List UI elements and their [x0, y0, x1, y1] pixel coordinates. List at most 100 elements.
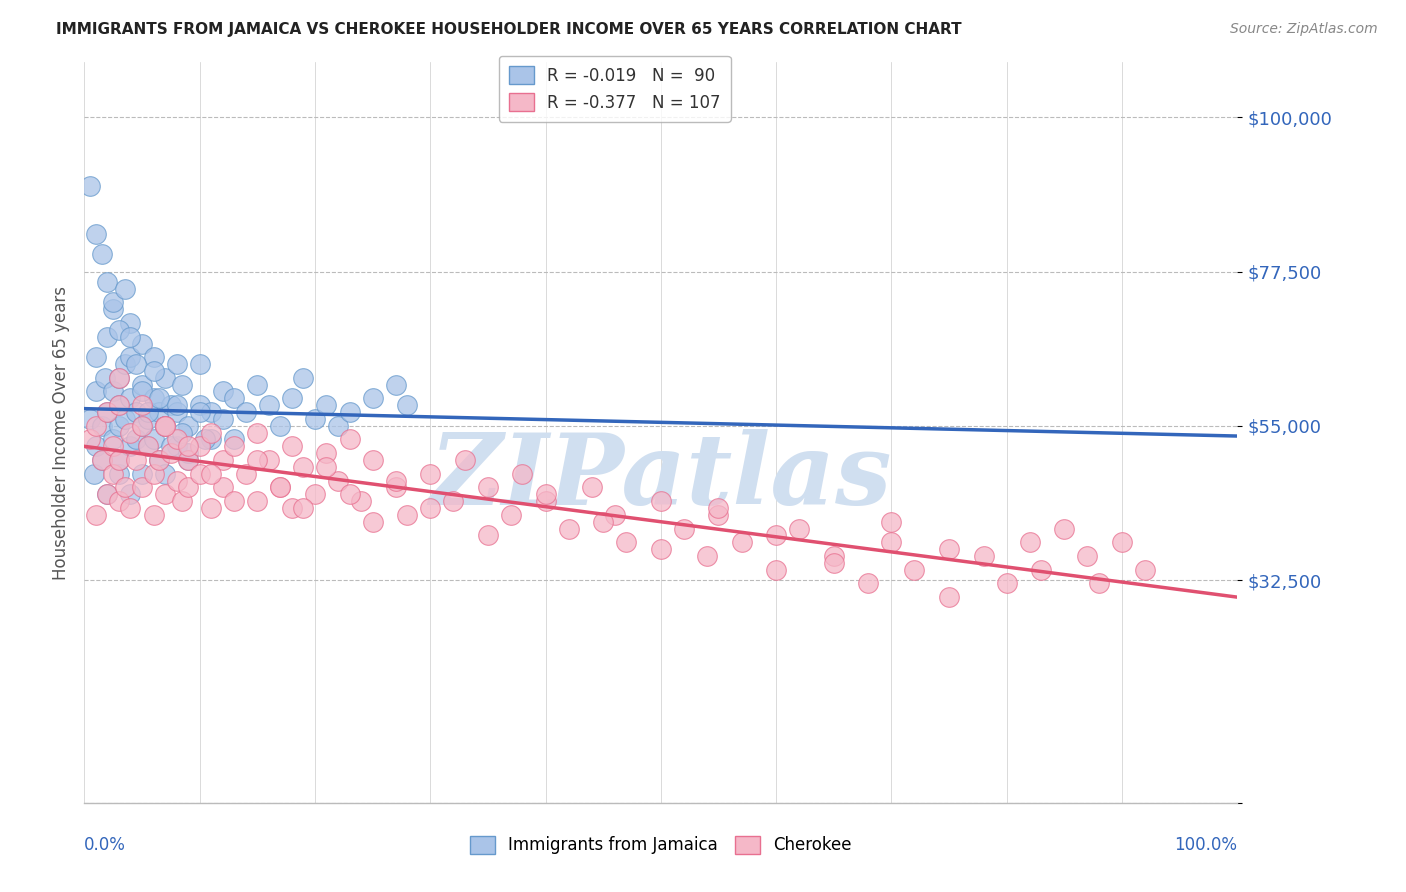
Point	[153, 418, 176, 433]
Point	[477, 480, 499, 494]
Point	[160, 398, 183, 412]
Point	[246, 494, 269, 508]
Point	[125, 405, 148, 419]
Point	[103, 295, 124, 310]
Point	[131, 398, 153, 412]
Point	[142, 350, 165, 364]
Point	[765, 563, 787, 577]
Point	[142, 467, 165, 481]
Point	[120, 392, 142, 406]
Point	[315, 446, 337, 460]
Point	[304, 487, 326, 501]
Point	[200, 433, 222, 447]
Point	[136, 412, 159, 426]
Point	[281, 392, 304, 406]
Point	[512, 467, 534, 481]
Point	[235, 467, 257, 481]
Point	[823, 549, 845, 563]
Point	[103, 467, 124, 481]
Point	[84, 508, 107, 522]
Point	[938, 542, 960, 557]
Point	[108, 398, 131, 412]
Point	[384, 377, 406, 392]
Point	[136, 405, 159, 419]
Point	[281, 439, 304, 453]
Point	[188, 398, 211, 412]
Point	[131, 418, 153, 433]
Point	[499, 508, 522, 522]
Point	[177, 453, 200, 467]
Point	[177, 439, 200, 453]
Point	[696, 549, 718, 563]
Point	[83, 467, 105, 481]
Point	[166, 439, 188, 453]
Point	[131, 467, 153, 481]
Point	[131, 418, 153, 433]
Point	[235, 405, 257, 419]
Point	[211, 453, 233, 467]
Point	[269, 480, 291, 494]
Point	[90, 453, 112, 467]
Point	[142, 392, 165, 406]
Point	[858, 576, 880, 591]
Point	[103, 433, 124, 447]
Point	[108, 453, 131, 467]
Text: IMMIGRANTS FROM JAMAICA VS CHEROKEE HOUSEHOLDER INCOME OVER 65 YEARS CORRELATION: IMMIGRANTS FROM JAMAICA VS CHEROKEE HOUS…	[56, 22, 962, 37]
Point	[177, 418, 200, 433]
Point	[108, 398, 131, 412]
Legend: Immigrants from Jamaica, Cherokee: Immigrants from Jamaica, Cherokee	[464, 829, 858, 861]
Point	[765, 528, 787, 542]
Point	[603, 508, 626, 522]
Point	[224, 439, 246, 453]
Point	[90, 247, 112, 261]
Point	[120, 350, 142, 364]
Point	[880, 535, 903, 549]
Point	[153, 467, 176, 481]
Point	[614, 535, 637, 549]
Point	[188, 357, 211, 371]
Point	[84, 439, 107, 453]
Point	[172, 494, 194, 508]
Point	[361, 453, 384, 467]
Point	[1088, 576, 1111, 591]
Point	[120, 487, 142, 501]
Point	[166, 405, 188, 419]
Point	[995, 576, 1018, 591]
Point	[142, 433, 165, 447]
Point	[120, 316, 142, 330]
Point	[114, 412, 136, 426]
Point	[166, 398, 188, 412]
Point	[153, 418, 176, 433]
Point	[903, 563, 925, 577]
Point	[90, 453, 112, 467]
Point	[108, 323, 131, 337]
Point	[96, 405, 118, 419]
Point	[257, 453, 280, 467]
Point	[200, 405, 222, 419]
Point	[153, 418, 176, 433]
Point	[246, 377, 269, 392]
Point	[84, 384, 107, 399]
Point	[84, 227, 107, 241]
Point	[153, 371, 176, 385]
Point	[326, 474, 349, 488]
Point	[292, 459, 315, 474]
Point	[211, 480, 233, 494]
Point	[114, 480, 136, 494]
Point	[103, 302, 124, 317]
Point	[880, 515, 903, 529]
Point	[787, 522, 810, 536]
Text: Source: ZipAtlas.com: Source: ZipAtlas.com	[1230, 22, 1378, 37]
Point	[108, 418, 131, 433]
Point	[200, 467, 222, 481]
Point	[108, 494, 131, 508]
Point	[172, 425, 194, 440]
Point	[534, 494, 557, 508]
Text: ZIPatlas: ZIPatlas	[430, 429, 891, 525]
Point	[108, 467, 131, 481]
Point	[350, 494, 373, 508]
Point	[534, 487, 557, 501]
Point	[419, 501, 441, 516]
Point	[166, 357, 188, 371]
Point	[148, 392, 170, 406]
